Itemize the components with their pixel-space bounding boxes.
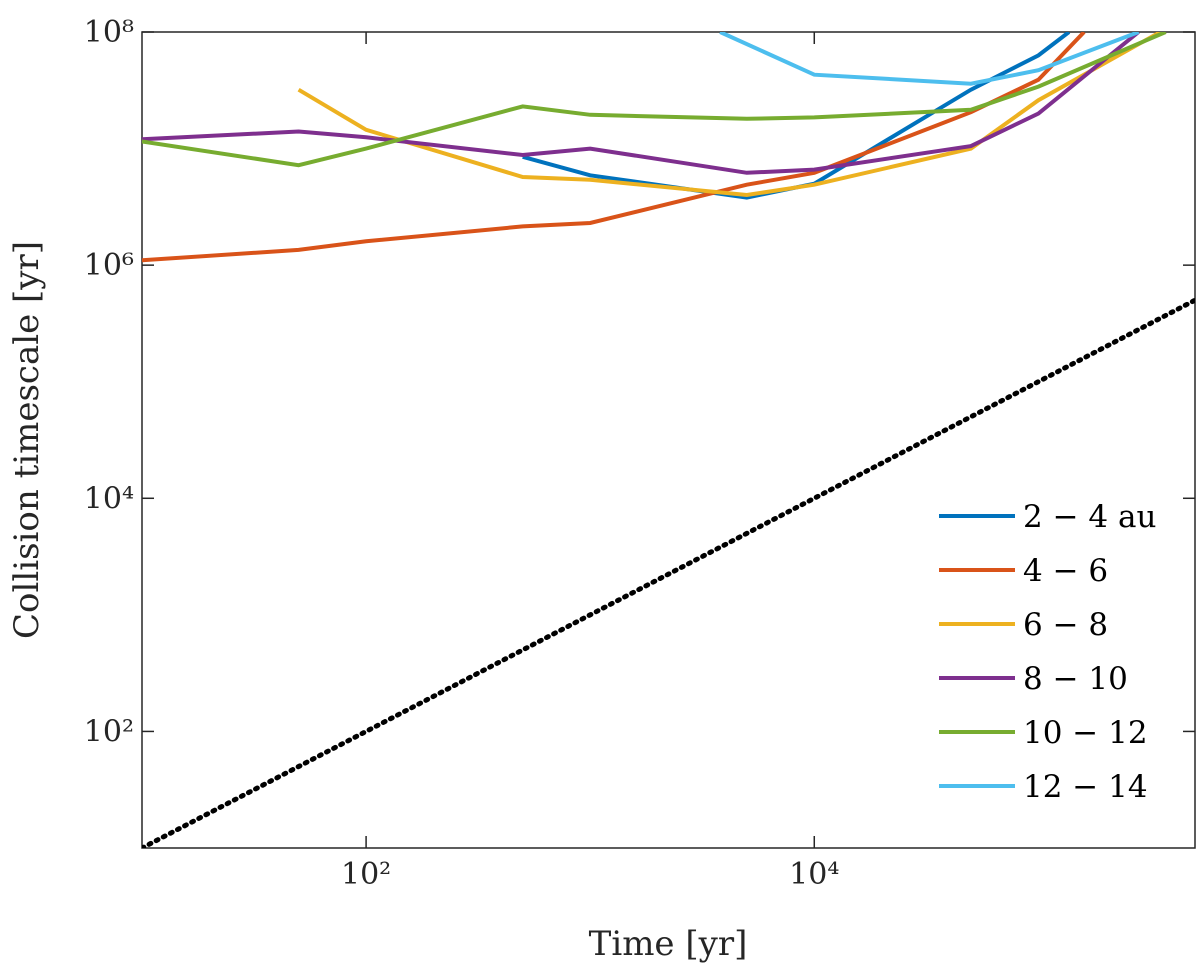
y-axis-label: Collision timescale [yr] xyxy=(7,241,47,639)
legend-label: 12 − 14 xyxy=(1023,769,1148,805)
y-tick-label: 10⁸ xyxy=(84,15,134,50)
legend-label: 8 − 10 xyxy=(1023,661,1128,697)
series-line xyxy=(142,32,1167,168)
series-line xyxy=(297,32,1162,198)
legend-label: 10 − 12 xyxy=(1023,715,1148,751)
y-tick-label: 10² xyxy=(84,714,134,749)
y-tick-label: 10⁴ xyxy=(84,481,134,516)
x-tick-label: 10² xyxy=(341,857,391,892)
series-line xyxy=(719,32,1140,86)
series-line xyxy=(142,32,1086,263)
legend-label: 6 − 8 xyxy=(1023,607,1108,643)
lines xyxy=(142,32,1195,848)
legend-label: 4 − 6 xyxy=(1023,553,1108,589)
y-tick-label: 10⁶ xyxy=(84,248,134,283)
x-axis-label: Time [yr] xyxy=(589,924,748,964)
legend-label: 2 − 4 au xyxy=(1023,499,1156,535)
x-tick-label: 10⁴ xyxy=(789,857,839,892)
series-line xyxy=(142,32,1140,175)
legend-box xyxy=(928,489,1182,827)
series-line xyxy=(142,297,1195,848)
